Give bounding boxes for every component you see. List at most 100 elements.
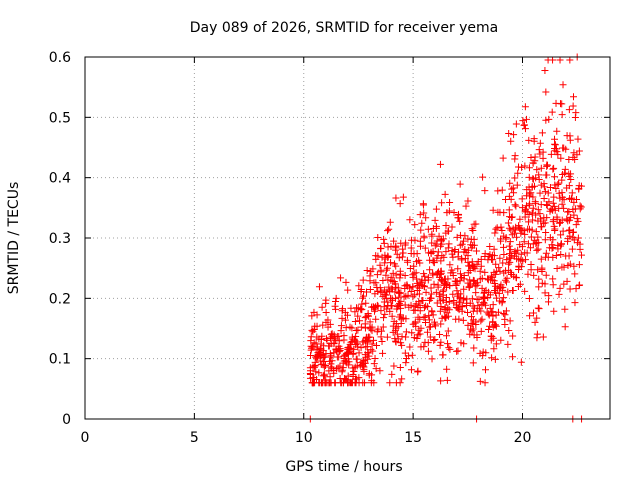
data-point	[517, 358, 525, 366]
data-point	[508, 213, 516, 221]
data-point	[396, 267, 404, 275]
data-point	[399, 193, 407, 201]
data-point	[396, 379, 404, 387]
data-point	[371, 354, 379, 362]
data-point	[574, 234, 582, 242]
data-point	[424, 225, 432, 233]
data-point	[575, 185, 583, 193]
data-point	[366, 285, 374, 293]
data-point	[381, 310, 389, 318]
data-point	[478, 315, 486, 323]
data-point	[401, 349, 409, 357]
data-point	[506, 250, 514, 258]
data-point	[489, 318, 497, 326]
data-point	[526, 312, 534, 320]
data-point	[425, 316, 433, 324]
data-point	[456, 277, 464, 285]
data-point	[320, 358, 328, 366]
data-point	[443, 281, 451, 289]
data-point	[555, 179, 563, 187]
data-point	[480, 299, 488, 307]
data-point	[489, 312, 497, 320]
data-point	[492, 225, 500, 233]
data-point	[430, 336, 438, 344]
data-point	[533, 334, 541, 342]
data-point	[377, 333, 385, 341]
data-point	[432, 224, 440, 232]
data-point	[541, 188, 549, 196]
data-point	[368, 340, 376, 348]
data-point	[345, 343, 353, 351]
data-point	[436, 307, 444, 315]
data-point	[330, 333, 338, 341]
data-point	[566, 226, 574, 234]
data-point	[386, 379, 394, 387]
data-point	[424, 303, 432, 311]
data-point	[489, 256, 497, 264]
data-point	[473, 295, 481, 303]
data-point	[446, 261, 454, 269]
data-point	[556, 56, 564, 64]
data-point	[469, 227, 477, 235]
data-point	[503, 256, 511, 264]
data-point	[441, 305, 449, 313]
data-point	[547, 205, 555, 213]
data-point	[357, 344, 365, 352]
data-point	[481, 187, 489, 195]
data-points	[306, 53, 586, 423]
data-point	[465, 283, 473, 291]
data-point	[560, 263, 568, 271]
data-point	[432, 288, 440, 296]
data-point	[572, 221, 580, 229]
data-point	[487, 272, 495, 280]
data-point	[454, 253, 462, 261]
data-point	[422, 214, 430, 222]
data-point	[377, 244, 385, 252]
data-point	[441, 312, 449, 320]
data-point	[550, 193, 558, 201]
data-point	[485, 325, 493, 333]
data-point	[386, 218, 394, 226]
data-point	[460, 340, 468, 348]
data-point	[478, 284, 486, 292]
data-point	[401, 301, 409, 309]
data-point	[488, 354, 496, 362]
data-point	[506, 317, 514, 325]
data-point	[500, 294, 508, 302]
data-point	[521, 162, 529, 170]
data-point	[515, 163, 523, 171]
data-point	[416, 315, 424, 323]
data-point	[320, 372, 328, 380]
data-point	[402, 292, 410, 300]
data-point	[564, 217, 572, 225]
data-point	[421, 313, 429, 321]
data-point	[566, 285, 574, 293]
data-point	[421, 244, 429, 252]
data-point	[570, 149, 578, 157]
data-point	[518, 195, 526, 203]
data-point	[545, 115, 553, 123]
data-point	[463, 301, 471, 309]
data-point	[349, 364, 357, 372]
data-point	[541, 219, 549, 227]
data-point	[557, 250, 565, 258]
data-point	[575, 282, 583, 290]
data-point	[500, 232, 508, 240]
data-point	[456, 231, 464, 239]
data-point	[353, 355, 361, 363]
data-point	[369, 303, 377, 311]
data-point	[442, 248, 450, 256]
data-point	[476, 267, 484, 275]
data-point	[492, 340, 500, 348]
data-point	[344, 350, 352, 358]
data-point	[381, 291, 389, 299]
data-point	[543, 161, 551, 169]
data-point	[468, 258, 476, 266]
data-point	[392, 194, 400, 202]
data-point	[523, 208, 531, 216]
data-point	[546, 234, 554, 242]
data-point	[445, 207, 453, 215]
data-point	[527, 266, 535, 274]
data-point	[342, 324, 350, 332]
data-point	[376, 261, 384, 269]
